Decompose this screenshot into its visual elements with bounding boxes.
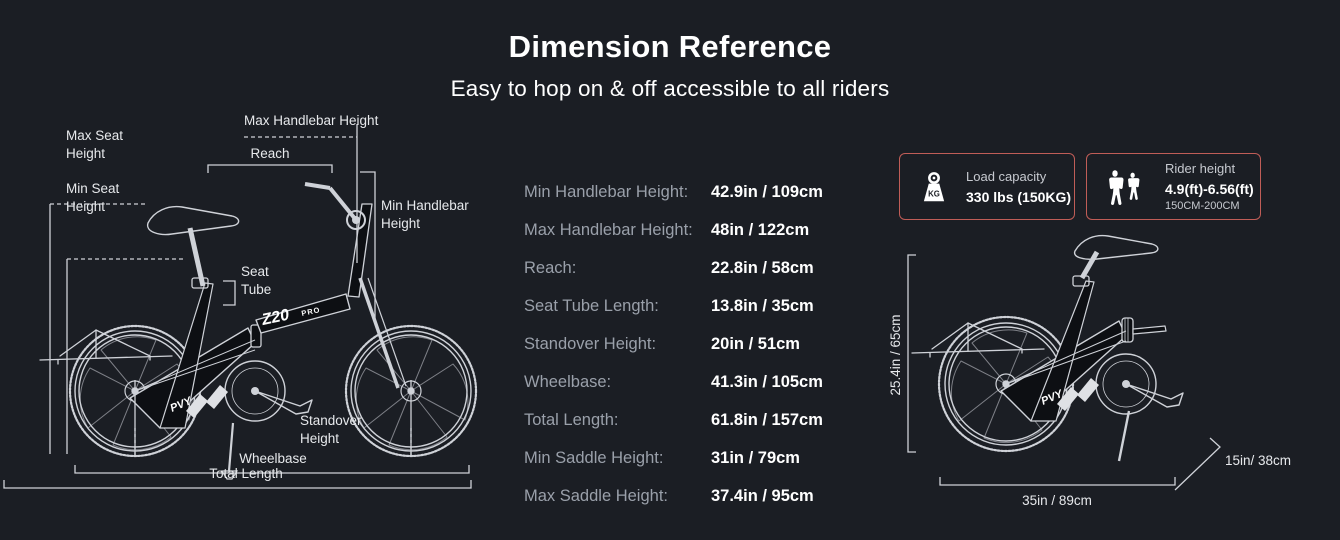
- svg-text:Standover: Standover: [300, 413, 362, 428]
- svg-text:Max Seat: Max Seat: [66, 128, 123, 143]
- svg-text:Height: Height: [381, 216, 420, 231]
- svg-text:35in / 89cm: 35in / 89cm: [1022, 493, 1092, 508]
- svg-text:25.4in / 65cm: 25.4in / 65cm: [888, 314, 903, 395]
- svg-text:Height: Height: [66, 199, 105, 214]
- svg-text:15in/ 38cm: 15in/ 38cm: [1225, 453, 1291, 468]
- svg-text:Min Handlebar: Min Handlebar: [381, 198, 469, 213]
- svg-text:Max Handlebar Height: Max Handlebar Height: [244, 113, 379, 128]
- svg-text:Tube: Tube: [241, 282, 271, 297]
- svg-text:Seat: Seat: [241, 264, 269, 279]
- svg-text:Min Seat: Min Seat: [66, 181, 120, 196]
- svg-text:Total Length: Total Length: [209, 466, 283, 481]
- svg-text:Height: Height: [300, 431, 339, 446]
- svg-text:KG: KG: [928, 189, 940, 198]
- svg-text:Wheelbase: Wheelbase: [239, 451, 307, 466]
- svg-text:Reach: Reach: [250, 146, 289, 161]
- svg-text:Height: Height: [66, 146, 105, 161]
